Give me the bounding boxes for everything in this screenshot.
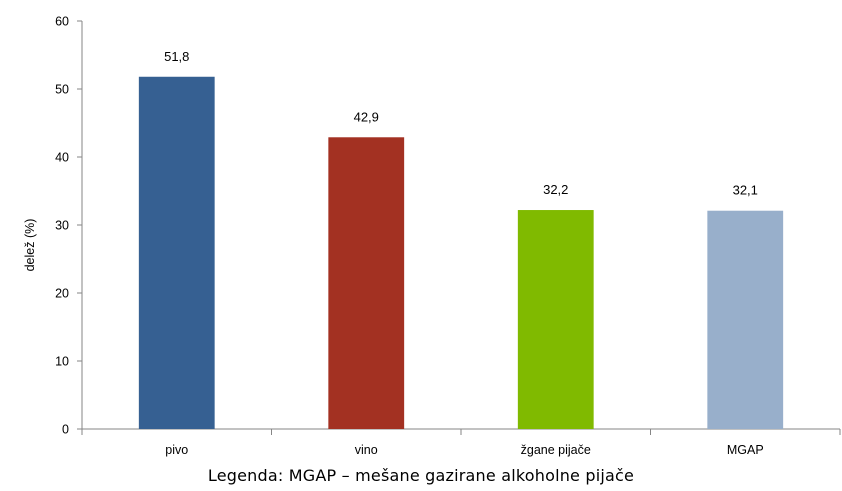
- y-tick-label: 10: [55, 355, 69, 369]
- data-label: 42,9: [354, 109, 379, 124]
- bar-1: [328, 137, 405, 429]
- y-tick-label: 40: [55, 151, 69, 165]
- x-tick-label: pivo: [165, 443, 188, 457]
- data-label: 51,8: [164, 49, 189, 64]
- y-tick-label: 30: [55, 219, 69, 233]
- x-axis: pivo vino žgane pijače MGAP: [81, 428, 841, 457]
- y-tick-label: 0: [62, 423, 69, 437]
- y-axis: 0 10 20 30 40 50 60: [55, 15, 83, 437]
- bar-0: [138, 76, 215, 429]
- data-label: 32,1: [733, 183, 758, 198]
- y-axis-title: delež (%): [23, 219, 37, 272]
- y-tick-label: 50: [55, 83, 69, 97]
- bar-3: [707, 210, 784, 429]
- legend-note: Legenda: MGAP – mešane gazirane alkoholn…: [207, 466, 635, 485]
- x-tick-label: MGAP: [727, 443, 764, 457]
- y-tick-label: 20: [55, 287, 69, 301]
- x-tick-label: žgane pijače: [521, 443, 591, 457]
- bar-2: [517, 210, 594, 429]
- data-label: 32,2: [543, 182, 568, 197]
- bars: 51,8 42,9 32,2 32,1: [138, 49, 784, 429]
- y-tick-label: 60: [55, 15, 69, 29]
- x-tick-label: vino: [355, 443, 378, 457]
